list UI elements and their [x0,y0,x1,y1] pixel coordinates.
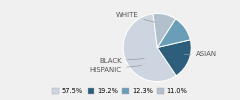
Wedge shape [157,40,191,76]
Text: WHITE: WHITE [116,12,155,22]
Wedge shape [153,14,175,48]
Wedge shape [123,14,176,81]
Text: HISPANIC: HISPANIC [90,66,142,73]
Legend: 57.5%, 19.2%, 12.3%, 11.0%: 57.5%, 19.2%, 12.3%, 11.0% [50,85,190,97]
Text: ASIAN: ASIAN [185,51,217,57]
Wedge shape [157,19,190,48]
Text: BLACK: BLACK [99,58,144,64]
